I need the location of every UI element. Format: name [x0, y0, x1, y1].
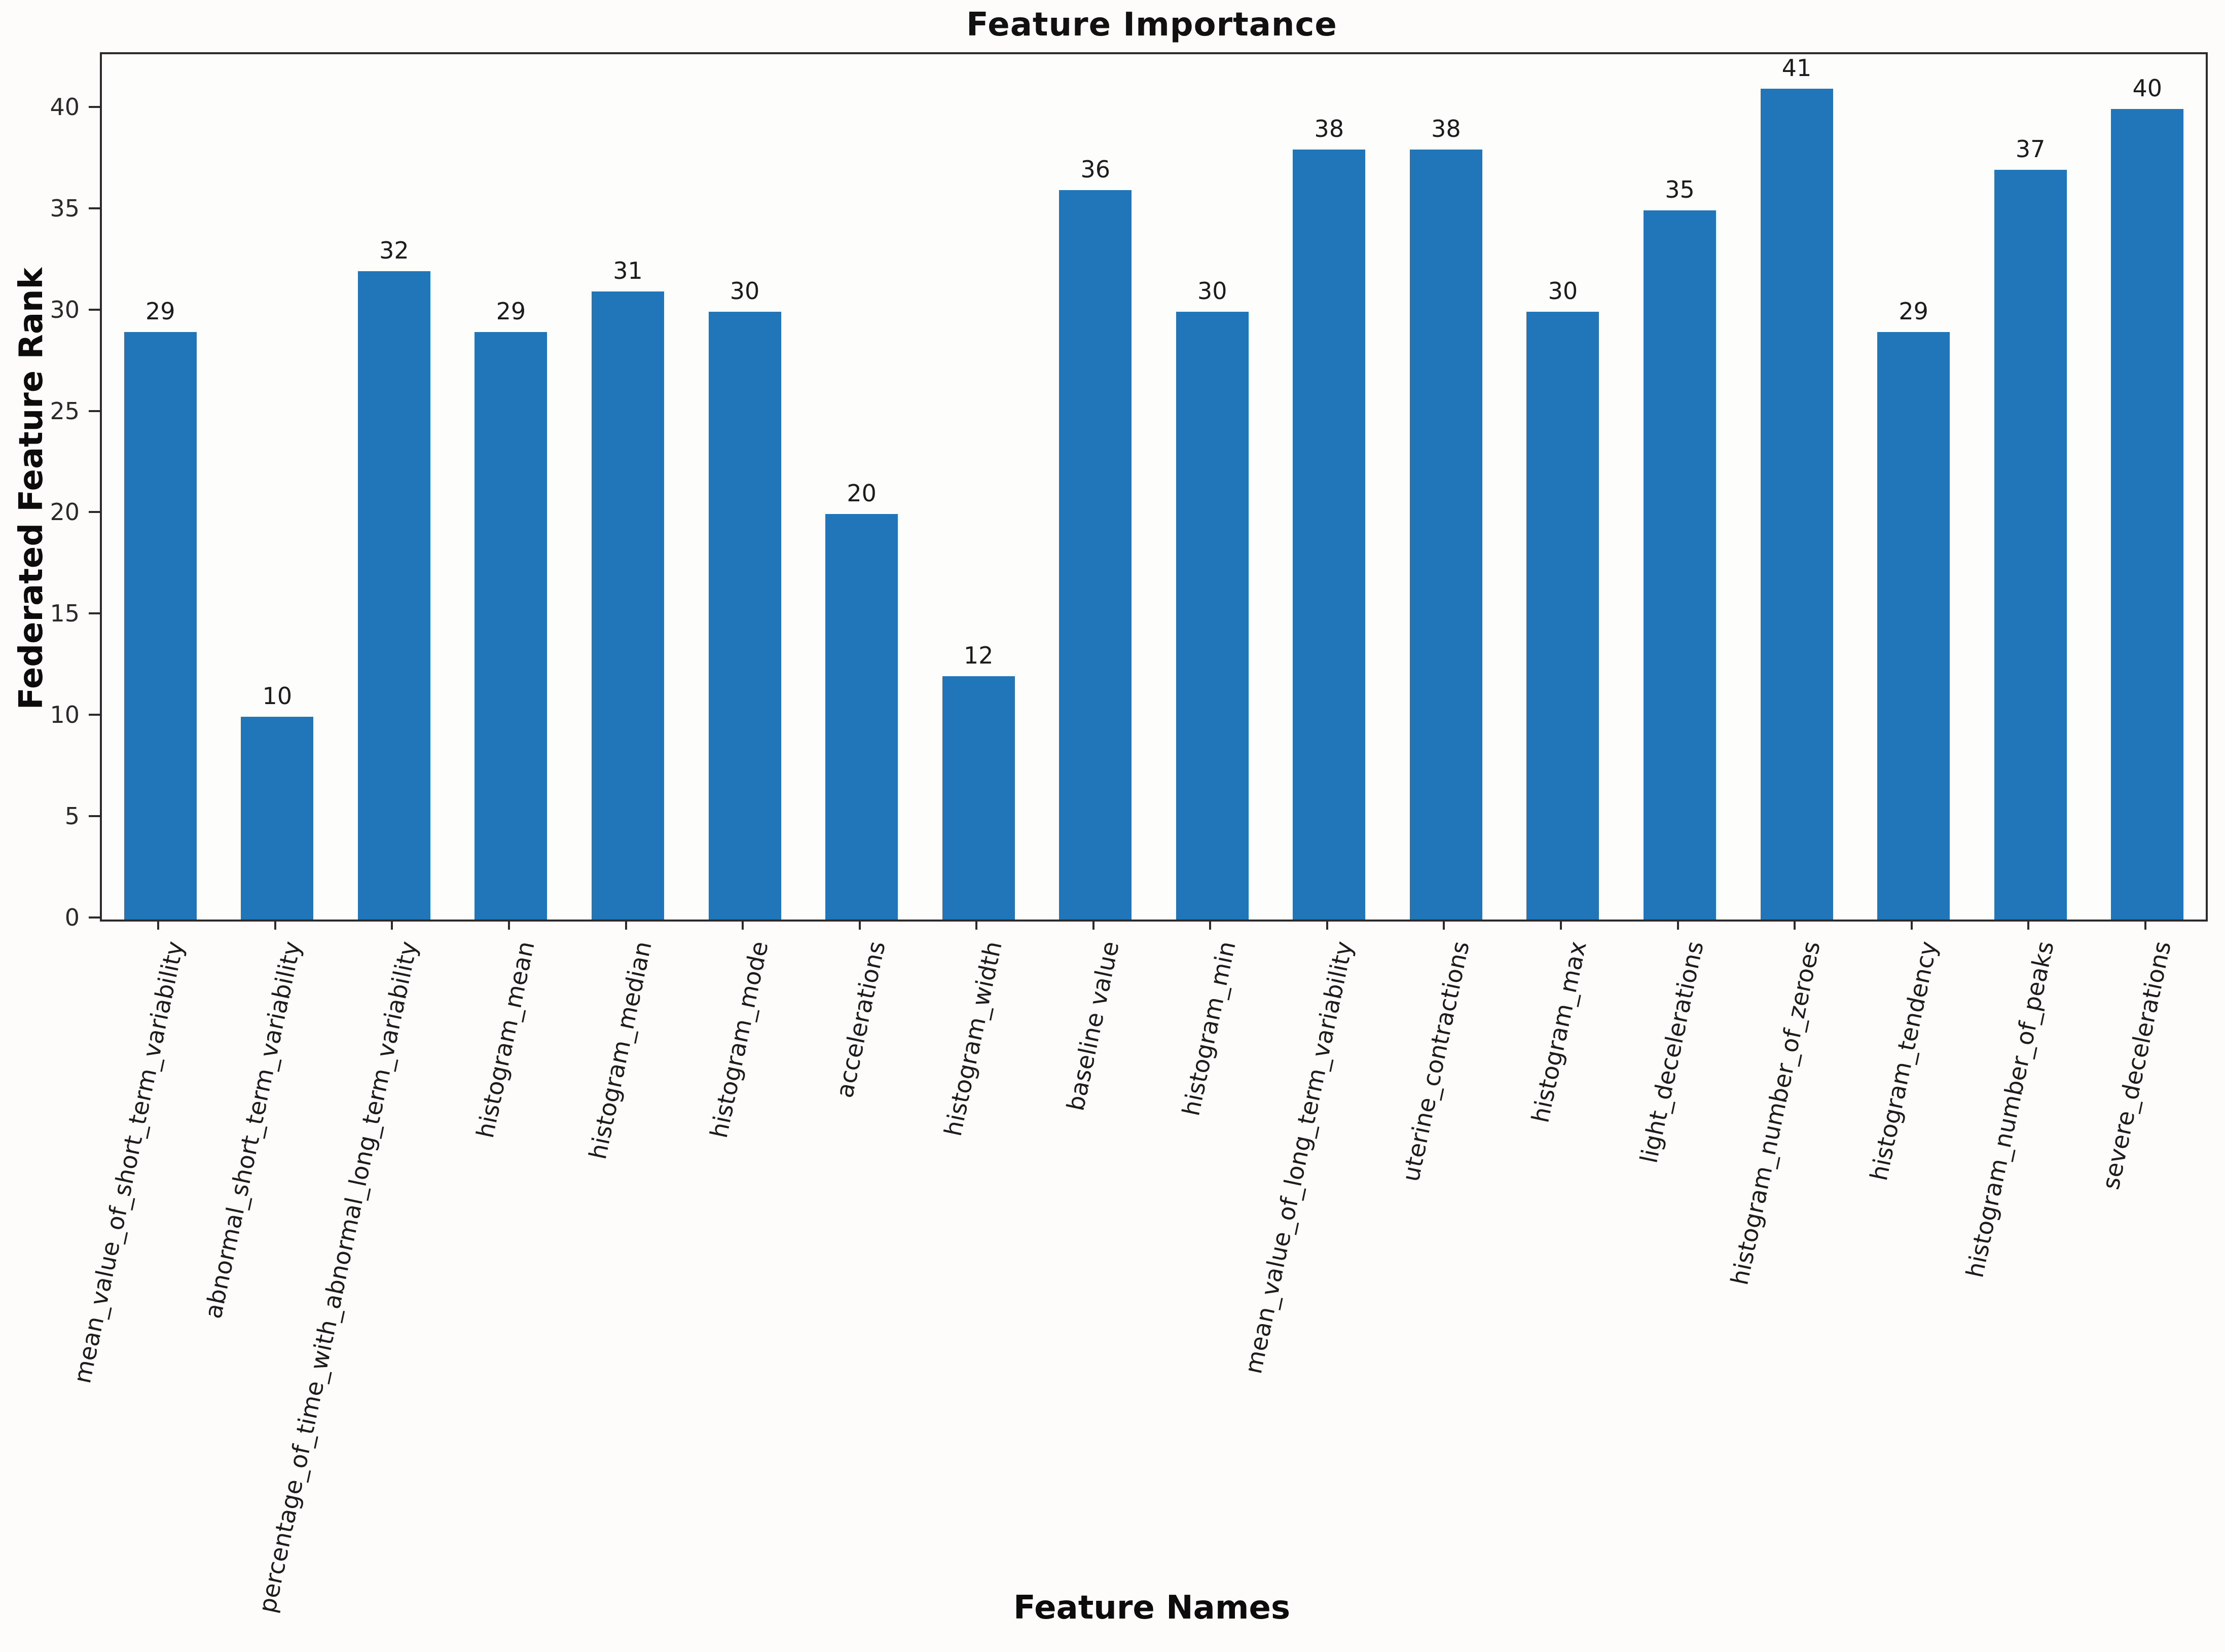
x-tick-mark	[391, 920, 393, 930]
x-tick-label: accelerations	[830, 939, 891, 1100]
bar	[1059, 190, 1132, 920]
x-tick-label: histogram_tendency	[1865, 939, 1943, 1184]
y-tick-label: 5	[64, 802, 80, 830]
x-tick-mark	[625, 920, 627, 930]
y-tick-label: 35	[50, 194, 80, 222]
bar	[942, 676, 1015, 920]
bar-value-label: 29	[1899, 297, 1928, 325]
bar	[708, 311, 781, 920]
y-tick-label: 40	[50, 93, 80, 121]
bar	[1760, 88, 1833, 920]
x-tick-label: mean_value_of_long_term_variability	[1239, 939, 1359, 1377]
x-tick-mark	[742, 920, 744, 930]
y-tick-mark	[89, 308, 100, 311]
bar-value-label: 12	[963, 642, 994, 670]
bar-value-label: 38	[1431, 115, 1461, 142]
bar	[475, 332, 548, 920]
bar-value-label: 41	[1781, 54, 1812, 82]
x-tick-label: histogram_mean	[471, 939, 540, 1141]
x-tick-label: uterine_contractions	[1397, 939, 1476, 1184]
y-tick-mark	[89, 105, 100, 108]
x-tick-label: baseline value	[1061, 939, 1125, 1114]
bar	[825, 514, 898, 920]
bar-value-label: 40	[2132, 74, 2162, 102]
x-tick-label: histogram_number_of_zeroes	[1726, 939, 1826, 1288]
y-tick-mark	[89, 714, 100, 716]
bar-value-label: 36	[1080, 155, 1110, 183]
x-tick-label: histogram_number_of_peaks	[1961, 939, 2060, 1280]
x-tick-mark	[1794, 920, 1796, 930]
chart-title: Feature Importance	[966, 6, 1337, 44]
y-tick-mark	[89, 815, 100, 818]
x-tick-mark	[1559, 920, 1562, 930]
y-tick-mark	[89, 612, 100, 615]
x-tick-mark	[1676, 920, 1679, 930]
bar-value-label: 38	[1314, 115, 1344, 142]
bar-value-label: 32	[379, 236, 409, 264]
bar-value-label: 29	[145, 297, 175, 325]
y-axis-label: Federated Feature Rank	[13, 267, 50, 710]
bar-value-label: 37	[2015, 135, 2046, 163]
x-tick-label: histogram_width	[939, 939, 1008, 1139]
bar-value-label: 29	[496, 297, 526, 325]
x-tick-mark	[1910, 920, 1913, 930]
x-tick-label: mean_value_of_short_term_variability	[68, 939, 190, 1386]
x-tick-mark	[507, 920, 510, 930]
x-tick-mark	[157, 920, 160, 930]
plot-area: 29 10 32 29 31 30 20 12 36 30 38 38 30 35 41 29 37 40	[100, 52, 2208, 922]
x-tick-mark	[975, 920, 978, 930]
x-tick-label: histogram_max	[1526, 939, 1592, 1125]
y-tick-mark	[89, 207, 100, 209]
y-tick-label: 15	[50, 600, 80, 628]
bar	[592, 291, 664, 920]
bar	[241, 717, 314, 920]
y-tick-mark	[89, 410, 100, 412]
y-tick-label: 20	[50, 498, 80, 526]
bar-value-label: 30	[729, 277, 760, 305]
y-tick-label: 30	[50, 296, 80, 323]
bar	[1176, 311, 1249, 920]
bar	[124, 332, 197, 920]
x-tick-mark	[1326, 920, 1328, 930]
bar	[1877, 332, 1950, 920]
bar-value-label: 10	[262, 682, 293, 710]
x-tick-mark	[1092, 920, 1095, 930]
y-tick-label: 0	[64, 904, 80, 931]
bar	[357, 271, 430, 920]
bar	[1293, 149, 1366, 920]
x-axis-label: Feature Names	[1013, 1589, 1291, 1627]
x-tick-mark	[2144, 920, 2146, 930]
x-tick-label: histogram_mode	[705, 939, 774, 1141]
x-tick-mark	[2027, 920, 2030, 930]
bar-value-label: 30	[1548, 277, 1578, 305]
x-tick-mark	[1209, 920, 1212, 930]
x-tick-label: histogram_median	[583, 939, 658, 1162]
bar-value-label: 35	[1665, 175, 1695, 203]
x-tick-mark	[858, 920, 861, 930]
x-tick-label: abnormal_short_term_variability	[199, 939, 307, 1321]
y-tick-mark	[89, 916, 100, 919]
x-tick-mark	[274, 920, 276, 930]
y-tick-label: 25	[50, 397, 80, 425]
x-tick-label: light_decelerations	[1634, 939, 1709, 1166]
bar	[1994, 169, 2067, 920]
bar-value-label: 31	[613, 256, 643, 284]
y-tick-mark	[89, 511, 100, 513]
y-tick-label: 10	[50, 701, 80, 729]
bar	[1644, 210, 1716, 920]
bar	[2111, 108, 2184, 920]
bar-value-label: 30	[1197, 277, 1227, 305]
bar	[1526, 311, 1599, 920]
x-tick-label: histogram_min	[1177, 939, 1242, 1119]
bar-value-label: 20	[847, 480, 877, 507]
x-tick-label: severe_decelerations	[2096, 939, 2177, 1192]
x-tick-mark	[1443, 920, 1445, 930]
bar	[1409, 149, 1482, 920]
